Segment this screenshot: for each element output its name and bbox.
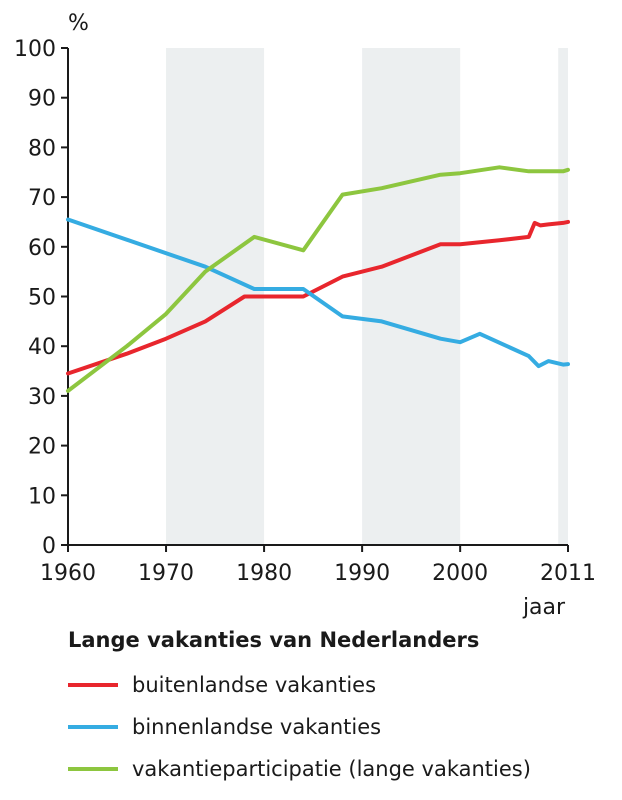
x-axis-unit-label: jaar bbox=[522, 595, 566, 620]
legend-swatch-blue bbox=[68, 725, 118, 729]
legend-swatch-red bbox=[68, 683, 118, 687]
series-line-0 bbox=[66, 219, 570, 376]
y-tick-label: 80 bbox=[28, 136, 56, 161]
lines-layer bbox=[66, 165, 570, 393]
y-tick-label: 90 bbox=[28, 87, 56, 112]
x-tick-label: 1980 bbox=[236, 561, 292, 586]
decade-band bbox=[362, 48, 461, 545]
x-tick-label: 1970 bbox=[138, 561, 194, 586]
legend-swatch-green bbox=[68, 767, 118, 771]
line-chart: % jaar 0 10 20 30 40 50 60 70 80 90 100 1960 1970 198… bbox=[14, 11, 596, 620]
legend-label: binnenlandse vakanties bbox=[132, 715, 382, 739]
y-tick-label: 50 bbox=[28, 286, 56, 311]
y-tick-label: 30 bbox=[28, 385, 56, 410]
legend: Lange vakanties van Nederlanders buitenl… bbox=[68, 628, 531, 790]
x-tick-label: 1990 bbox=[334, 561, 390, 586]
decade-band bbox=[558, 48, 568, 545]
legend-item-binnenlandse: binnenlandse vakanties bbox=[68, 706, 531, 748]
x-tick-label: 2000 bbox=[432, 561, 488, 586]
legend-title: Lange vakanties van Nederlanders bbox=[68, 628, 480, 652]
y-tick-label: 70 bbox=[28, 186, 56, 211]
y-tick-label: 100 bbox=[14, 37, 56, 62]
y-tick-label: 40 bbox=[28, 335, 56, 360]
y-tick-label: 60 bbox=[28, 236, 56, 261]
y-tick-label: 0 bbox=[42, 534, 56, 559]
y-tick-label: 20 bbox=[28, 435, 56, 460]
legend-label: buitenlandse vakanties bbox=[132, 673, 377, 697]
y-axis-unit-label: % bbox=[68, 11, 89, 36]
legend-label: vakantieparticipatie (lange vakanties) bbox=[132, 757, 531, 781]
x-tick-label: 2011 bbox=[540, 561, 596, 586]
axis-layer: % jaar 0 10 20 30 40 50 60 70 80 90 100 1960 1970 198… bbox=[14, 11, 596, 620]
series-line-2 bbox=[66, 165, 570, 393]
x-tick-label: 1960 bbox=[40, 561, 96, 586]
y-tick-label: 10 bbox=[28, 484, 56, 509]
legend-item-participatie: vakantieparticipatie (lange vakanties) bbox=[68, 748, 531, 790]
legend-item-buitenlandse: buitenlandse vakanties bbox=[68, 664, 531, 706]
series-line-1 bbox=[66, 217, 570, 369]
shading-layer bbox=[166, 48, 568, 545]
